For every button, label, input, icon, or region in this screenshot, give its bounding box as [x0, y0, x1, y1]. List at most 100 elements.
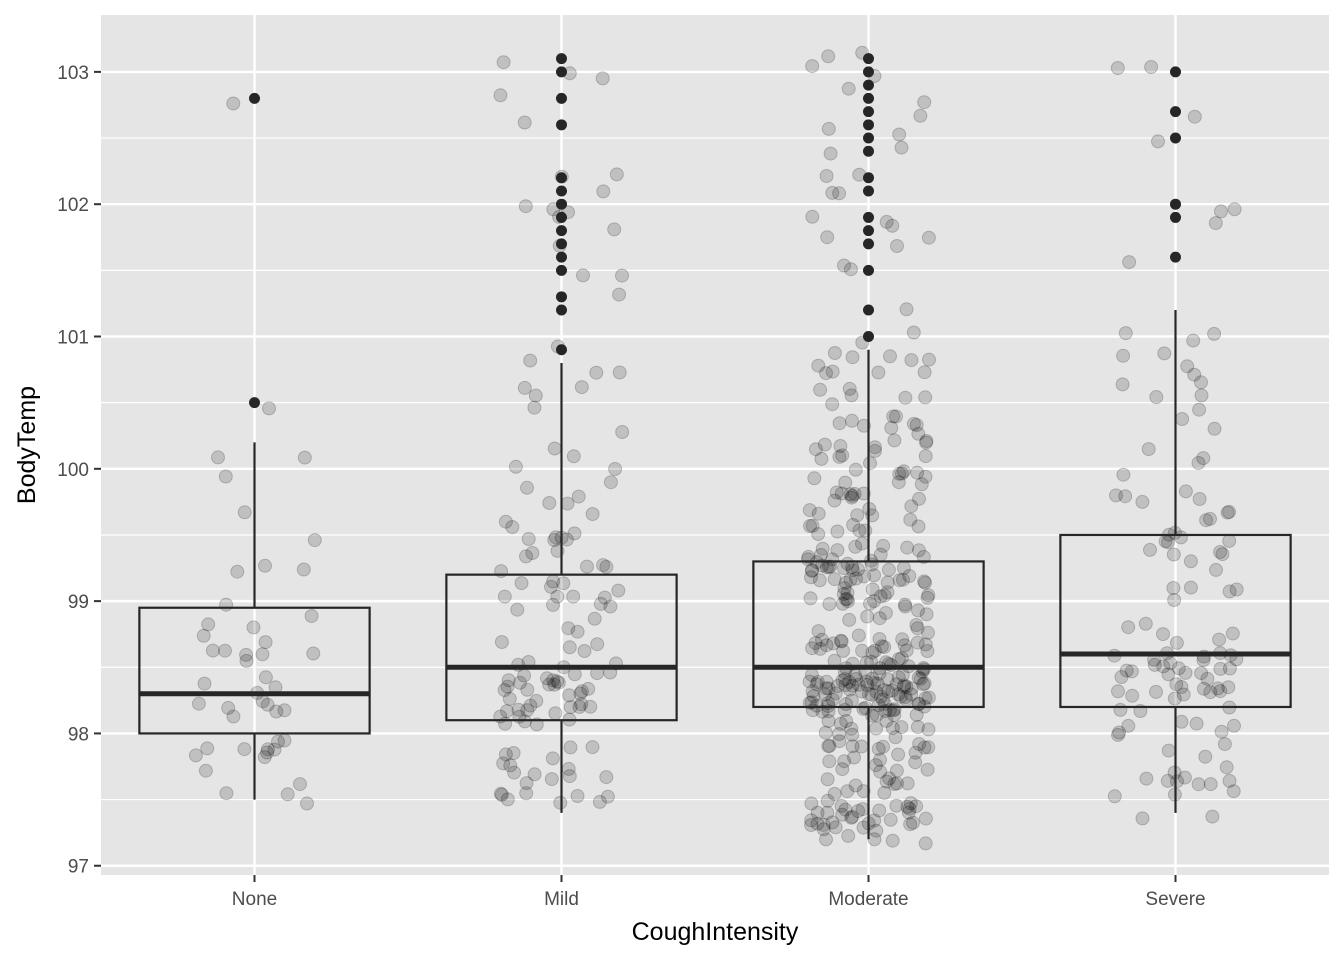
x-tick-label: None	[232, 889, 277, 910]
jitter-point	[864, 687, 879, 702]
outlier-point	[863, 106, 874, 118]
jitter-point	[1122, 255, 1137, 270]
jitter-point	[1121, 718, 1136, 733]
jitter-point	[196, 628, 211, 643]
jitter-point	[267, 742, 282, 757]
jitter-point	[869, 823, 884, 838]
jitter-point	[890, 239, 904, 253]
jitter-point	[877, 588, 892, 603]
jitter-point	[841, 828, 856, 843]
jitter-point	[821, 739, 836, 754]
box-iqr	[1059, 533, 1292, 709]
jitter-point	[198, 763, 213, 778]
jitter-point	[1209, 562, 1223, 577]
jitter-point	[1110, 61, 1125, 75]
jitter-point	[854, 739, 869, 754]
jitter-point	[1170, 774, 1184, 789]
jitter-point	[540, 671, 554, 686]
jitter-point	[848, 539, 863, 554]
jitter-point	[880, 585, 895, 600]
jitter-point	[825, 815, 840, 830]
jitter-point	[906, 416, 921, 431]
jitter-point	[898, 599, 913, 614]
jitter-point	[819, 832, 833, 847]
jitter-point	[1222, 584, 1237, 599]
outlier-point	[556, 198, 567, 210]
jitter-point	[523, 698, 538, 713]
jitter-point	[856, 784, 871, 799]
jitter-point	[258, 670, 273, 685]
jitter-point	[884, 420, 899, 435]
outlier-point	[556, 251, 567, 263]
jitter-point	[1119, 663, 1134, 678]
jitter-point	[517, 668, 532, 683]
jitter-point	[246, 620, 261, 635]
jitter-point	[1139, 771, 1154, 786]
jitter-point	[805, 684, 820, 699]
plot-panel	[101, 15, 1329, 875]
jitter-point	[258, 635, 273, 650]
jitter-point	[803, 591, 818, 606]
jitter-point	[825, 364, 840, 379]
jitter-point	[550, 674, 565, 689]
jitter-point	[801, 552, 815, 567]
jitter-point	[1207, 326, 1222, 341]
jitter-point	[908, 755, 923, 770]
y-tick-label: 99	[68, 592, 89, 613]
jitter-point	[1194, 375, 1208, 390]
jitter-point	[837, 258, 851, 273]
jitter-point	[911, 519, 926, 534]
jitter-point	[899, 302, 914, 317]
jitter-point	[806, 689, 821, 703]
jitter-point	[1156, 627, 1170, 642]
outlier-point	[556, 92, 567, 104]
jitter-point	[804, 813, 819, 828]
jitter-point	[883, 812, 898, 827]
jitter-point	[917, 676, 932, 691]
jitter-point	[823, 146, 838, 161]
jitter-point	[897, 638, 912, 653]
jitter-point	[1149, 684, 1163, 699]
jitter-point	[917, 95, 932, 110]
jitter-point	[919, 607, 934, 622]
jitter-point	[918, 390, 933, 405]
jitter-point	[611, 583, 626, 598]
jitter-point	[873, 764, 888, 779]
jitter-point	[815, 704, 830, 719]
outlier-point	[863, 172, 874, 184]
jitter-point	[1121, 620, 1136, 635]
jitter-point	[835, 596, 850, 611]
jitter-point	[1107, 789, 1122, 804]
jitter-point	[839, 714, 854, 728]
jitter-point	[1109, 488, 1123, 503]
jitter-point	[877, 640, 892, 654]
jitter-point	[822, 597, 837, 611]
x-tick-label: Moderate	[828, 889, 908, 910]
jitter-point	[612, 365, 627, 380]
jitter-point	[262, 401, 276, 416]
jitter-points	[188, 45, 1244, 851]
jitter-point	[889, 409, 903, 424]
jitter-point	[828, 686, 843, 701]
outlier-point	[1170, 251, 1181, 263]
jitter-point	[493, 786, 508, 801]
jitter-point	[834, 486, 849, 501]
jitter-point	[615, 425, 630, 439]
jitter-point	[560, 496, 575, 511]
jitter-point	[517, 714, 532, 729]
jitter-point	[1169, 635, 1184, 650]
outlier-point	[863, 79, 874, 91]
jitter-point	[527, 767, 542, 782]
jitter-point	[913, 671, 928, 686]
jitter-point	[518, 199, 533, 214]
jitter-point	[844, 721, 859, 736]
jitter-point	[563, 740, 578, 755]
outlier-point	[1170, 66, 1181, 78]
jitter-point	[562, 769, 577, 784]
jitter-point	[519, 776, 534, 791]
jitter-point	[1222, 661, 1237, 676]
jitter-point	[877, 683, 892, 698]
jitter-point	[239, 653, 254, 668]
jitter-point	[917, 574, 932, 589]
